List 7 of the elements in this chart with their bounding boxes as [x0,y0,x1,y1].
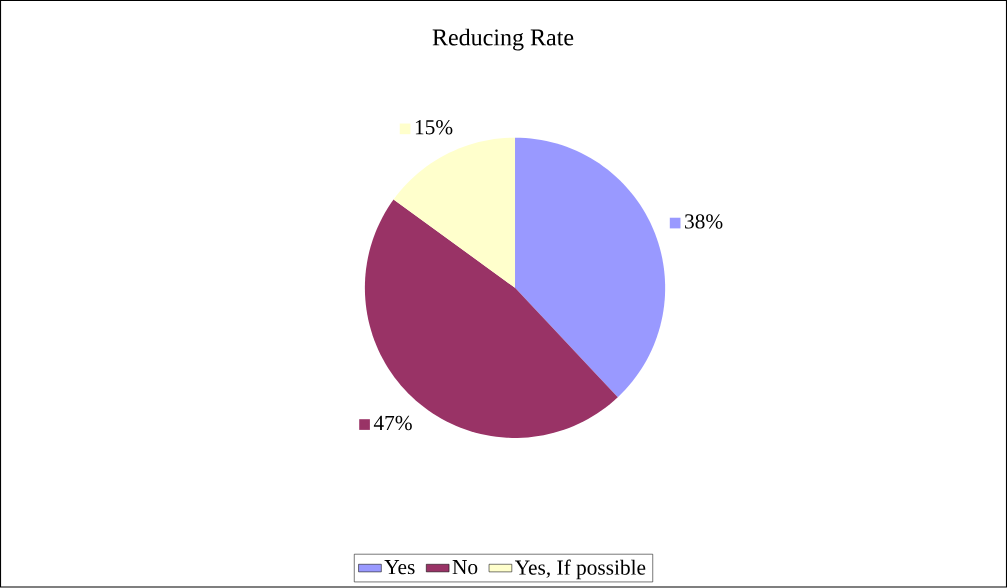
legend-label: Yes, If possible [514,559,646,580]
legend-label: No [452,560,478,575]
data-label: 38% [685,214,723,229]
legend-label: Yes [384,560,415,575]
data-label: 15% [415,120,453,135]
chart-title: Reducing Rate [432,28,574,51]
data-label: 47% [373,415,412,431]
